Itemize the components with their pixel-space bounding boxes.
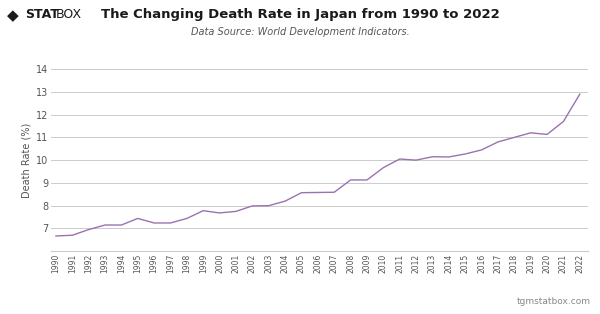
Text: STAT: STAT [25, 8, 59, 21]
Text: tgmstatbox.com: tgmstatbox.com [517, 297, 591, 306]
Text: ◆: ◆ [7, 8, 19, 23]
Y-axis label: Death Rate (%): Death Rate (%) [22, 122, 32, 198]
Text: Data Source: World Development Indicators.: Data Source: World Development Indicator… [191, 27, 409, 37]
Text: BOX: BOX [56, 8, 82, 21]
Text: The Changing Death Rate in Japan from 1990 to 2022: The Changing Death Rate in Japan from 19… [101, 8, 499, 21]
